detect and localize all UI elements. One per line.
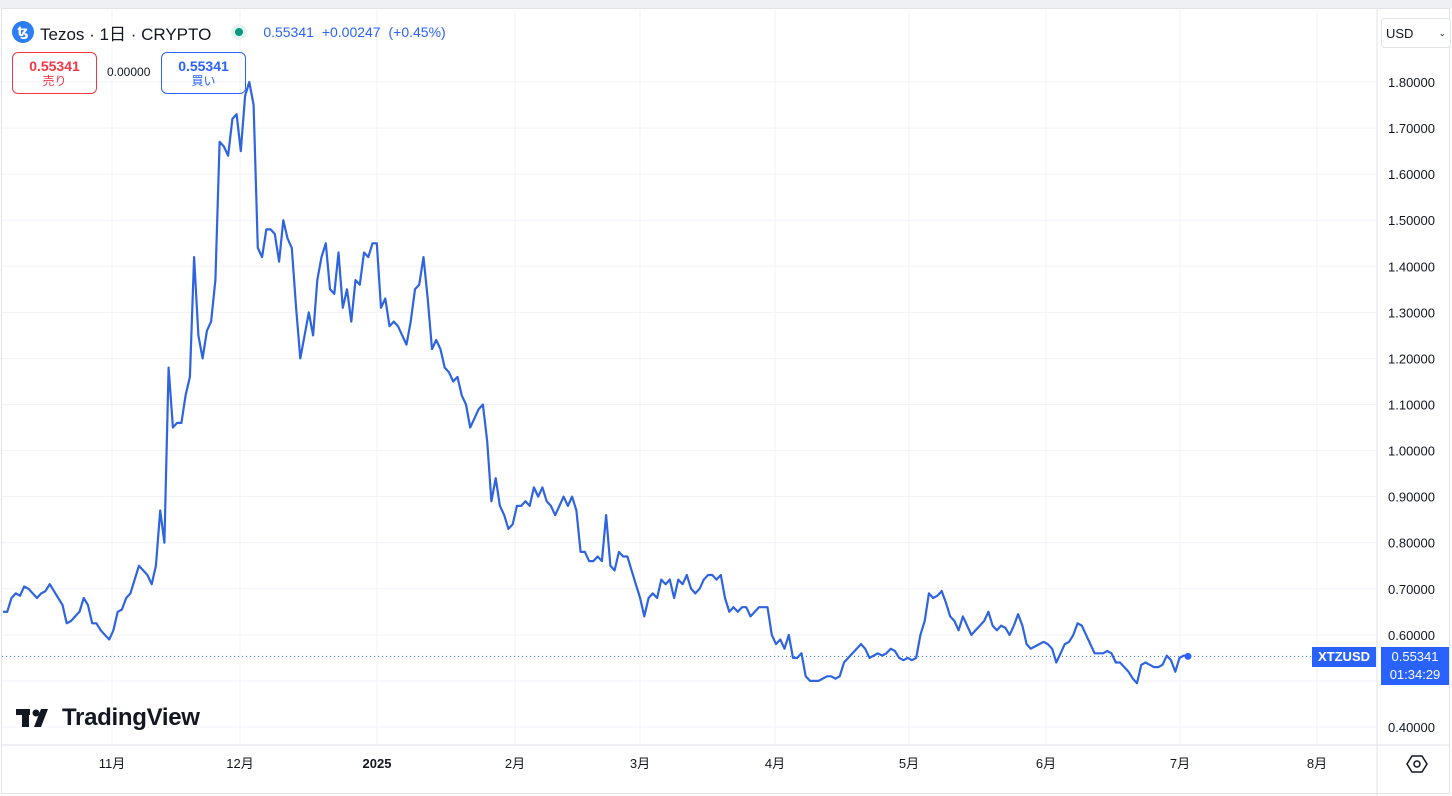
y-tick-label: 1.30000 [1388,305,1435,320]
y-tick-label: 1.60000 [1388,167,1435,182]
chevron-down-icon: ⌄ [1438,28,1446,38]
x-tick-label: 6月 [1036,756,1056,771]
tezos-icon: ꜩ [12,21,34,43]
y-tick-label: 0.40000 [1388,720,1435,735]
last-price: 0.55341 [263,24,314,40]
x-tick-label: 3月 [630,756,650,771]
x-tick-label: 12月 [226,756,253,771]
symbol-price-label: XTZUSD [1312,647,1376,667]
x-tick-label: 2025 [363,756,392,771]
sell-button[interactable]: 0.55341 売り [12,52,97,94]
price-change: +0.00247 [321,24,381,40]
x-tick-label: 5月 [899,756,919,771]
y-tick-label: 0.70000 [1388,582,1435,597]
y-tick-label: 1.40000 [1388,259,1435,274]
top-strip [0,0,1452,8]
y-tick-label: 1.70000 [1388,121,1435,136]
x-tick-label: 11月 [99,756,126,771]
buy-price: 0.55341 [178,58,229,74]
spread-value: 0.00000 [107,65,151,79]
chart-frame [1,8,1450,794]
x-tick-label: 7月 [1170,756,1190,771]
current-price-label: 0.55341 01:34:29 [1381,647,1449,685]
symbol-legend: ꜩ Tezos · 1日 · CRYPTO 0.55341 +0.00247 (… [12,20,450,44]
grid [2,10,1376,744]
y-tick-label: 0.60000 [1388,628,1435,643]
y-tick-label: 1.00000 [1388,444,1435,459]
currency-value: USD [1386,25,1414,41]
bar-countdown: 01:34:29 [1389,667,1441,682]
tradingview-logo-icon [16,709,48,727]
sell-label: 売り [42,74,67,88]
price-change-percent: (+0.45%) [388,24,446,40]
series [2,80,1376,685]
y-tick-label: 1.50000 [1388,213,1435,228]
y-tick-label: 0.80000 [1388,536,1435,551]
price-line [3,80,1189,685]
sell-price: 0.55341 [29,58,80,74]
y-tick-label: 0.90000 [1388,490,1435,505]
currency-select[interactable]: USD ⌄ [1381,18,1451,48]
time-axis: 11月 12月 2025 2月 3月 4月 5月 6月 7月 8月 [99,756,1327,771]
y-tick-label: 1.80000 [1388,75,1435,90]
buy-button[interactable]: 0.55341 買い [161,52,246,94]
brand-name: TradingView [62,704,200,731]
y-tick-label: 1.20000 [1388,351,1435,366]
settings-icon[interactable] [1405,752,1429,776]
symbol-title[interactable]: Tezos · 1日 · CRYPTO [40,24,212,44]
x-tick-label: 8月 [1307,756,1327,771]
market-open-icon [231,24,248,40]
buy-label: 買い [191,74,216,88]
y-tick-label: 1.10000 [1388,398,1435,413]
x-tick-label: 4月 [765,756,785,771]
last-price-marker [1184,652,1192,660]
price-axis: 1.80000 1.70000 1.60000 1.50000 1.40000 1.300… [1388,75,1435,735]
current-price: 0.55341 [1391,649,1439,664]
x-tick-label: 2月 [505,756,525,771]
ohlc-values: 0.55341 +0.00247 (+0.45%) [263,24,449,40]
tradingview-logo[interactable]: TradingView [16,704,200,732]
